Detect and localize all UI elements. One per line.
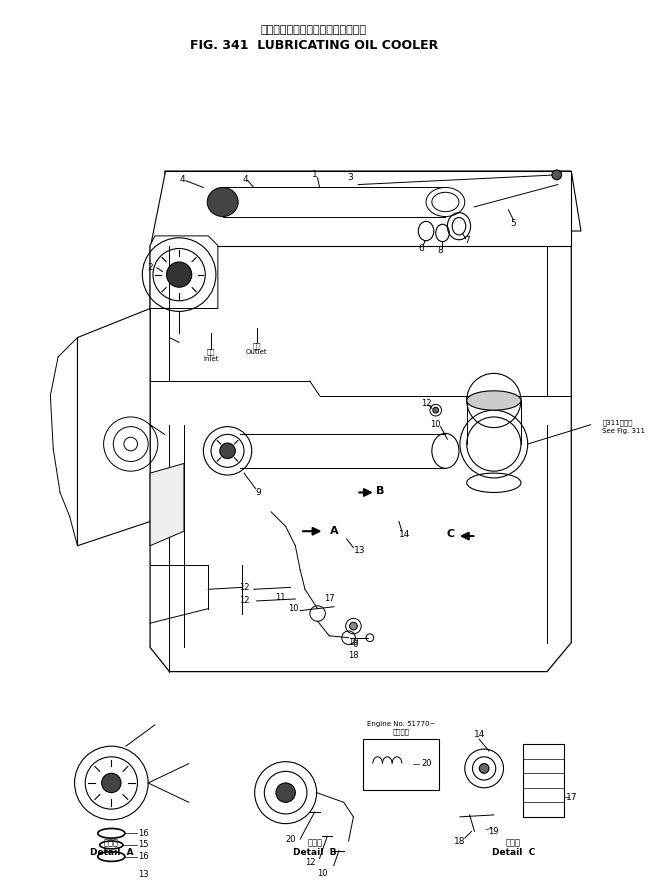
Text: 8: 8 xyxy=(437,246,443,255)
Text: 14: 14 xyxy=(399,530,410,539)
Polygon shape xyxy=(150,245,571,672)
Text: FIG. 341  LUBRICATING OIL COOLER: FIG. 341 LUBRICATING OIL COOLER xyxy=(190,39,438,51)
Text: 12: 12 xyxy=(304,858,315,867)
Text: 16: 16 xyxy=(138,852,149,861)
Text: 18: 18 xyxy=(348,650,359,660)
Text: 19: 19 xyxy=(489,827,499,835)
Text: 出口: 出口 xyxy=(252,342,261,348)
Text: 適用番号: 適用番号 xyxy=(393,728,410,735)
Text: 4: 4 xyxy=(179,175,185,184)
Text: 17: 17 xyxy=(565,793,577,802)
Text: 詳　細: 詳 細 xyxy=(506,838,520,848)
Text: 17: 17 xyxy=(324,595,334,603)
Text: Detail  C: Detail C xyxy=(491,848,535,857)
Text: 10: 10 xyxy=(430,420,441,429)
Text: 20: 20 xyxy=(421,759,432,768)
Text: Detail  A: Detail A xyxy=(90,848,133,857)
Text: 12: 12 xyxy=(239,596,249,605)
Text: Inlet: Inlet xyxy=(203,356,219,361)
Text: 20: 20 xyxy=(285,835,296,843)
Text: Detail  B: Detail B xyxy=(293,848,336,857)
Text: C: C xyxy=(446,529,454,539)
Text: Engine No. 51770~: Engine No. 51770~ xyxy=(367,721,435,727)
Text: 12: 12 xyxy=(239,583,249,592)
Text: 1: 1 xyxy=(312,170,317,179)
Circle shape xyxy=(552,170,561,180)
Text: 3: 3 xyxy=(348,174,354,183)
Text: 10: 10 xyxy=(288,604,299,613)
Circle shape xyxy=(433,408,439,413)
Text: 13: 13 xyxy=(354,546,366,555)
Text: 6: 6 xyxy=(419,244,424,253)
Polygon shape xyxy=(165,171,581,231)
Circle shape xyxy=(276,783,295,803)
Polygon shape xyxy=(150,171,571,245)
Text: Outlet: Outlet xyxy=(246,349,267,355)
Polygon shape xyxy=(150,236,218,308)
Text: 13: 13 xyxy=(138,870,149,880)
Text: 2: 2 xyxy=(147,263,153,272)
Text: 7: 7 xyxy=(464,237,470,245)
Text: 14: 14 xyxy=(474,730,485,739)
Text: 19: 19 xyxy=(348,638,359,647)
Text: 詳　細: 詳 細 xyxy=(307,838,322,848)
Text: 第311図参照: 第311図参照 xyxy=(602,419,633,426)
Bar xyxy=(363,740,439,789)
Text: 6: 6 xyxy=(352,640,358,649)
Polygon shape xyxy=(77,308,150,546)
Text: 10: 10 xyxy=(317,869,328,879)
Circle shape xyxy=(350,622,358,630)
Text: ループリケーティングオイルクーラ: ループリケーティングオイルクーラ xyxy=(261,25,367,35)
Text: B: B xyxy=(376,486,385,495)
Text: 詳　細: 詳 細 xyxy=(104,838,119,848)
Text: 18: 18 xyxy=(454,836,466,845)
Text: 4: 4 xyxy=(242,175,248,184)
Text: 16: 16 xyxy=(138,828,149,838)
Text: See Fig. 311: See Fig. 311 xyxy=(602,428,645,433)
Circle shape xyxy=(167,262,191,287)
Text: 9: 9 xyxy=(256,488,262,497)
Bar xyxy=(523,744,563,817)
Circle shape xyxy=(102,773,121,793)
Text: 5: 5 xyxy=(510,219,516,228)
Text: 12: 12 xyxy=(421,399,432,408)
Text: 11: 11 xyxy=(276,593,286,602)
Circle shape xyxy=(480,764,489,773)
Text: 入口: 入口 xyxy=(207,349,215,355)
Text: 15: 15 xyxy=(138,841,149,850)
Polygon shape xyxy=(150,463,184,546)
Ellipse shape xyxy=(207,188,238,216)
Circle shape xyxy=(220,443,236,459)
Text: A: A xyxy=(330,526,338,536)
Ellipse shape xyxy=(467,391,521,410)
